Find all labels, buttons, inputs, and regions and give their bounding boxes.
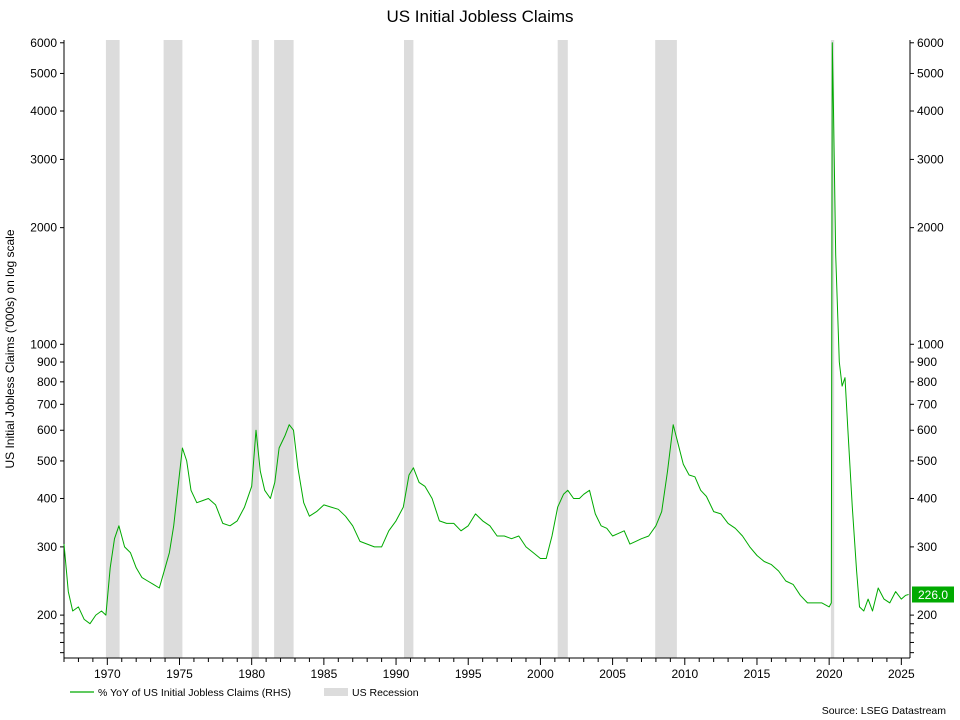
right-y-tick-label: 800 xyxy=(917,375,937,389)
x-tick-label: 1985 xyxy=(311,667,338,681)
left-y-tick-label: 900 xyxy=(37,355,57,369)
left-y-tick-label: 800 xyxy=(37,375,57,389)
x-tick-label: 2000 xyxy=(527,667,554,681)
series-claims-line xyxy=(63,42,909,625)
recession-band xyxy=(404,40,414,658)
left-y-tick-label: 6000 xyxy=(30,36,57,50)
recession-band xyxy=(655,40,677,658)
recession-bands xyxy=(105,40,835,658)
right-y-tick-label: 4000 xyxy=(917,104,944,118)
left-y-tick-group: 6000 5000 4000 3000 2000 1000 900 800 700 600 500 4… xyxy=(30,36,64,654)
left-y-tick-label: 2000 xyxy=(30,221,57,235)
left-y-tick-label: 600 xyxy=(37,423,57,437)
x-tick-label: 2010 xyxy=(671,667,698,681)
x-tick-group: 1970 1975 1980 1985 1990 1995 2000 2005 2010 2015… xyxy=(63,658,915,681)
right-y-tick-label: 300 xyxy=(917,540,937,554)
right-y-tick-group: 6000 5000 4000 3000 2000 1000 900 800 700 600 500 4… xyxy=(910,36,944,654)
left-y-tick-label: 5000 xyxy=(30,67,57,81)
right-y-tick-label: 1000 xyxy=(917,337,944,351)
source-note: Source: LSEG Datastream xyxy=(822,705,947,717)
right-y-tick-label: 700 xyxy=(917,397,937,411)
right-y-tick-label: 900 xyxy=(917,355,937,369)
recession-band xyxy=(105,40,120,658)
right-y-tick-label: 6000 xyxy=(917,36,944,50)
last-value-badge-bg xyxy=(912,586,954,603)
chart-title: US Initial Jobless Claims xyxy=(386,7,573,26)
right-y-tick-label: 600 xyxy=(917,423,937,437)
last-value-label: 226.0 xyxy=(918,588,948,602)
y-axis-title: US Initial Jobless Claims ('000s) on log… xyxy=(3,229,17,468)
right-y-tick-label: 5000 xyxy=(917,67,944,81)
left-y-tick-label: 200 xyxy=(37,608,57,622)
x-tick-label: 1995 xyxy=(455,667,482,681)
x-tick-label: 2025 xyxy=(888,667,915,681)
recession-band xyxy=(830,40,835,658)
left-y-tick-label: 300 xyxy=(37,540,57,554)
x-tick-label: 1980 xyxy=(238,667,265,681)
last-value-badge: 226.0 xyxy=(912,586,954,603)
x-tick-label: 2005 xyxy=(599,667,626,681)
x-tick-label: 1990 xyxy=(383,667,410,681)
left-y-tick-label: 4000 xyxy=(30,104,57,118)
left-y-tick-label: 400 xyxy=(37,492,57,506)
recession-band xyxy=(557,40,568,658)
x-tick-label: 2020 xyxy=(816,667,843,681)
left-y-tick-label: 3000 xyxy=(30,152,57,166)
left-y-tick-label: 500 xyxy=(37,454,57,468)
right-y-tick-label: 400 xyxy=(917,492,937,506)
recession-band xyxy=(274,40,294,658)
legend-label-claims: % YoY of US Initial Jobless Claims (RHS) xyxy=(98,687,291,699)
x-tick-label: 1975 xyxy=(166,667,193,681)
left-y-tick-label: 1000 xyxy=(30,337,57,351)
x-tick-label: 2015 xyxy=(744,667,771,681)
right-y-tick-label: 3000 xyxy=(917,152,944,166)
legend-label-recession: US Recession xyxy=(352,687,419,699)
right-y-tick-label: 200 xyxy=(917,608,937,622)
right-y-tick-label: 500 xyxy=(917,454,937,468)
right-y-tick-label: 2000 xyxy=(917,221,944,235)
recession-band xyxy=(163,40,183,658)
recession-band xyxy=(251,40,259,658)
legend-swatch-recession xyxy=(324,688,348,696)
x-tick-label: 1970 xyxy=(94,667,121,681)
legend: % YoY of US Initial Jobless Claims (RHS)… xyxy=(70,687,419,699)
left-y-tick-label: 700 xyxy=(37,397,57,411)
